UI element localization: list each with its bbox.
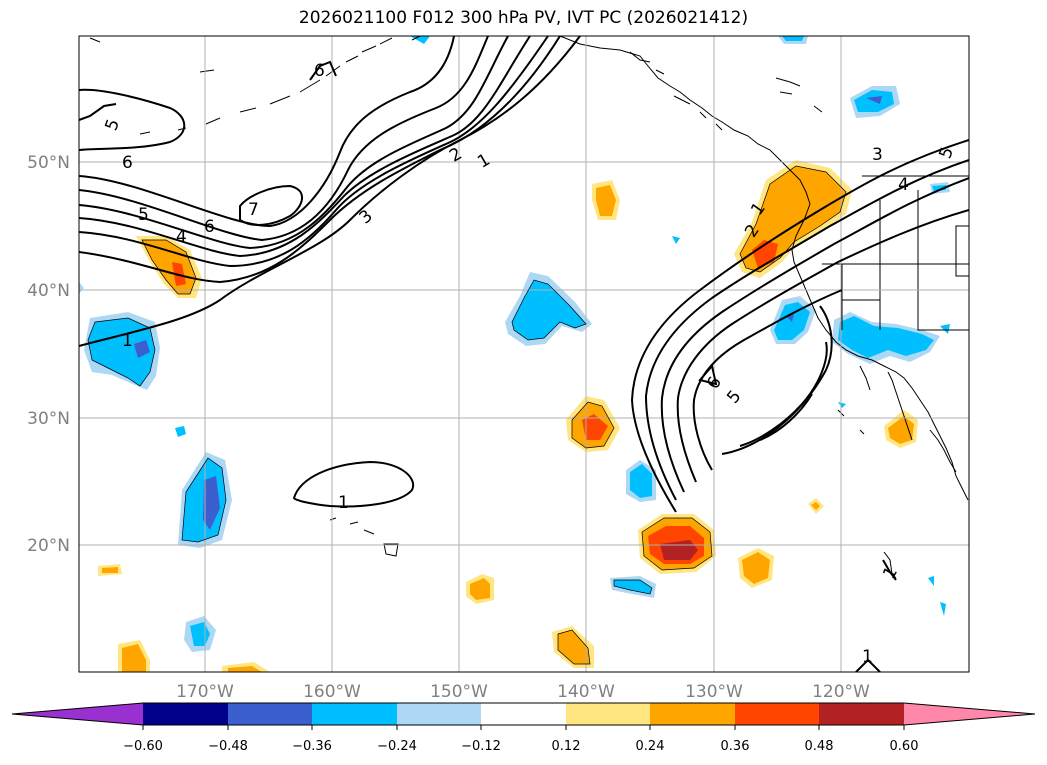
colorbar-segment [819, 703, 904, 725]
colorbar-segment [228, 703, 312, 725]
lon-label: 140°W [557, 682, 615, 702]
colorbar: −0.60 −0.48 −0.36 −0.24 −0.12 0.12 0.24 … [11, 702, 1036, 754]
colorbar-segment [650, 703, 735, 725]
contour-label: 6 [314, 61, 325, 81]
colorbar-tick-label: −0.12 [461, 739, 501, 754]
colorbar-tick-label: 0.60 [890, 739, 919, 754]
colorbar-extend-right [904, 703, 1035, 725]
colorbar-tick-label: −0.60 [123, 739, 163, 754]
map-title: 2026021100 F012 300 hPa PV, IVT PC (2026… [298, 8, 749, 28]
colorbar-tick-label: 0.48 [805, 739, 834, 754]
lat-label: 40°N [27, 281, 70, 301]
contour-label: 6 [122, 153, 133, 173]
neg-anomaly-edge [79, 282, 84, 294]
contour-label: 4 [176, 227, 187, 247]
contour-label: 6 [204, 217, 215, 237]
contour-label: 1 [122, 331, 133, 351]
pv-anomaly-fill [79, 36, 950, 672]
contour-label: 5 [138, 205, 149, 225]
pv-anomaly-outlines [87, 165, 847, 665]
colorbar-segment [566, 703, 650, 725]
colorbar-tick-label: 0.36 [721, 739, 750, 754]
contour-label: 4 [898, 175, 909, 195]
colorbar-tick-label: 0.12 [552, 739, 581, 754]
map-frame [78, 35, 970, 673]
colorbar-segment [312, 703, 397, 725]
colorbar-tick-label: −0.48 [208, 739, 248, 754]
contour-label: 1 [338, 493, 349, 513]
colorbar-tick-label: −0.24 [377, 739, 417, 754]
map-panel[interactable]: 5 6 5 4 6 7 6 3 2 1 1 1 1 2 3 4 5 6 5 1 … [79, 36, 969, 672]
lon-label: 130°W [685, 682, 743, 702]
colorbar-segment [397, 703, 481, 725]
lat-label: 50°N [27, 153, 70, 173]
lat-axis: 50°N 40°N 30°N 20°N [27, 153, 70, 556]
colorbar-tick-label: −0.36 [292, 739, 332, 754]
contour-label: 3 [872, 145, 883, 165]
pos-anomaly-central [466, 180, 824, 668]
colorbar-extend-left [12, 703, 143, 725]
colorbar-segment [143, 703, 228, 725]
lon-label: 150°W [430, 682, 488, 702]
colorbar-segment [481, 703, 566, 725]
lon-label: 160°W [303, 682, 361, 702]
contour-label: 7 [248, 200, 259, 220]
colorbar-tick-label: 0.24 [636, 739, 665, 754]
colorbar-segment [735, 703, 819, 725]
lon-label: 120°W [812, 682, 870, 702]
colorbar-ticks [142, 725, 905, 730]
graticule [79, 36, 969, 672]
lat-label: 30°N [27, 409, 70, 429]
contour-label: 1 [862, 647, 873, 667]
ivt-contours [79, 36, 969, 672]
pos-anomaly-east [734, 160, 918, 448]
lon-axis: 170°W 160°W 150°W 140°W 130°W 120°W [176, 682, 870, 702]
lon-label: 170°W [176, 682, 234, 702]
lat-label: 20°N [27, 536, 70, 556]
